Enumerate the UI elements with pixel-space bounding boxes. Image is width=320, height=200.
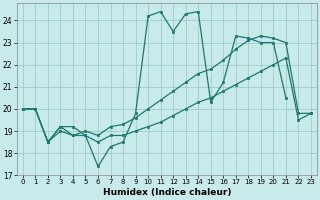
X-axis label: Humidex (Indice chaleur): Humidex (Indice chaleur) — [103, 188, 231, 197]
